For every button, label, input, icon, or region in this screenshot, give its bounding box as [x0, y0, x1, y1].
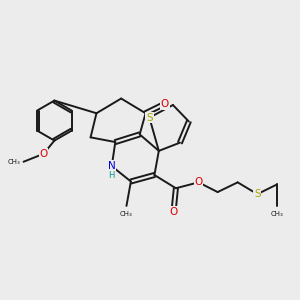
Text: O: O — [160, 99, 169, 109]
Text: CH₃: CH₃ — [120, 211, 133, 217]
Text: S: S — [254, 189, 261, 199]
Text: CH₃: CH₃ — [271, 211, 284, 217]
Text: CH₃: CH₃ — [7, 159, 20, 165]
Text: O: O — [194, 177, 203, 188]
Text: O: O — [39, 149, 48, 159]
Text: H: H — [108, 170, 114, 179]
Text: O: O — [169, 207, 178, 217]
Text: N: N — [108, 161, 116, 171]
Text: S: S — [146, 112, 153, 123]
